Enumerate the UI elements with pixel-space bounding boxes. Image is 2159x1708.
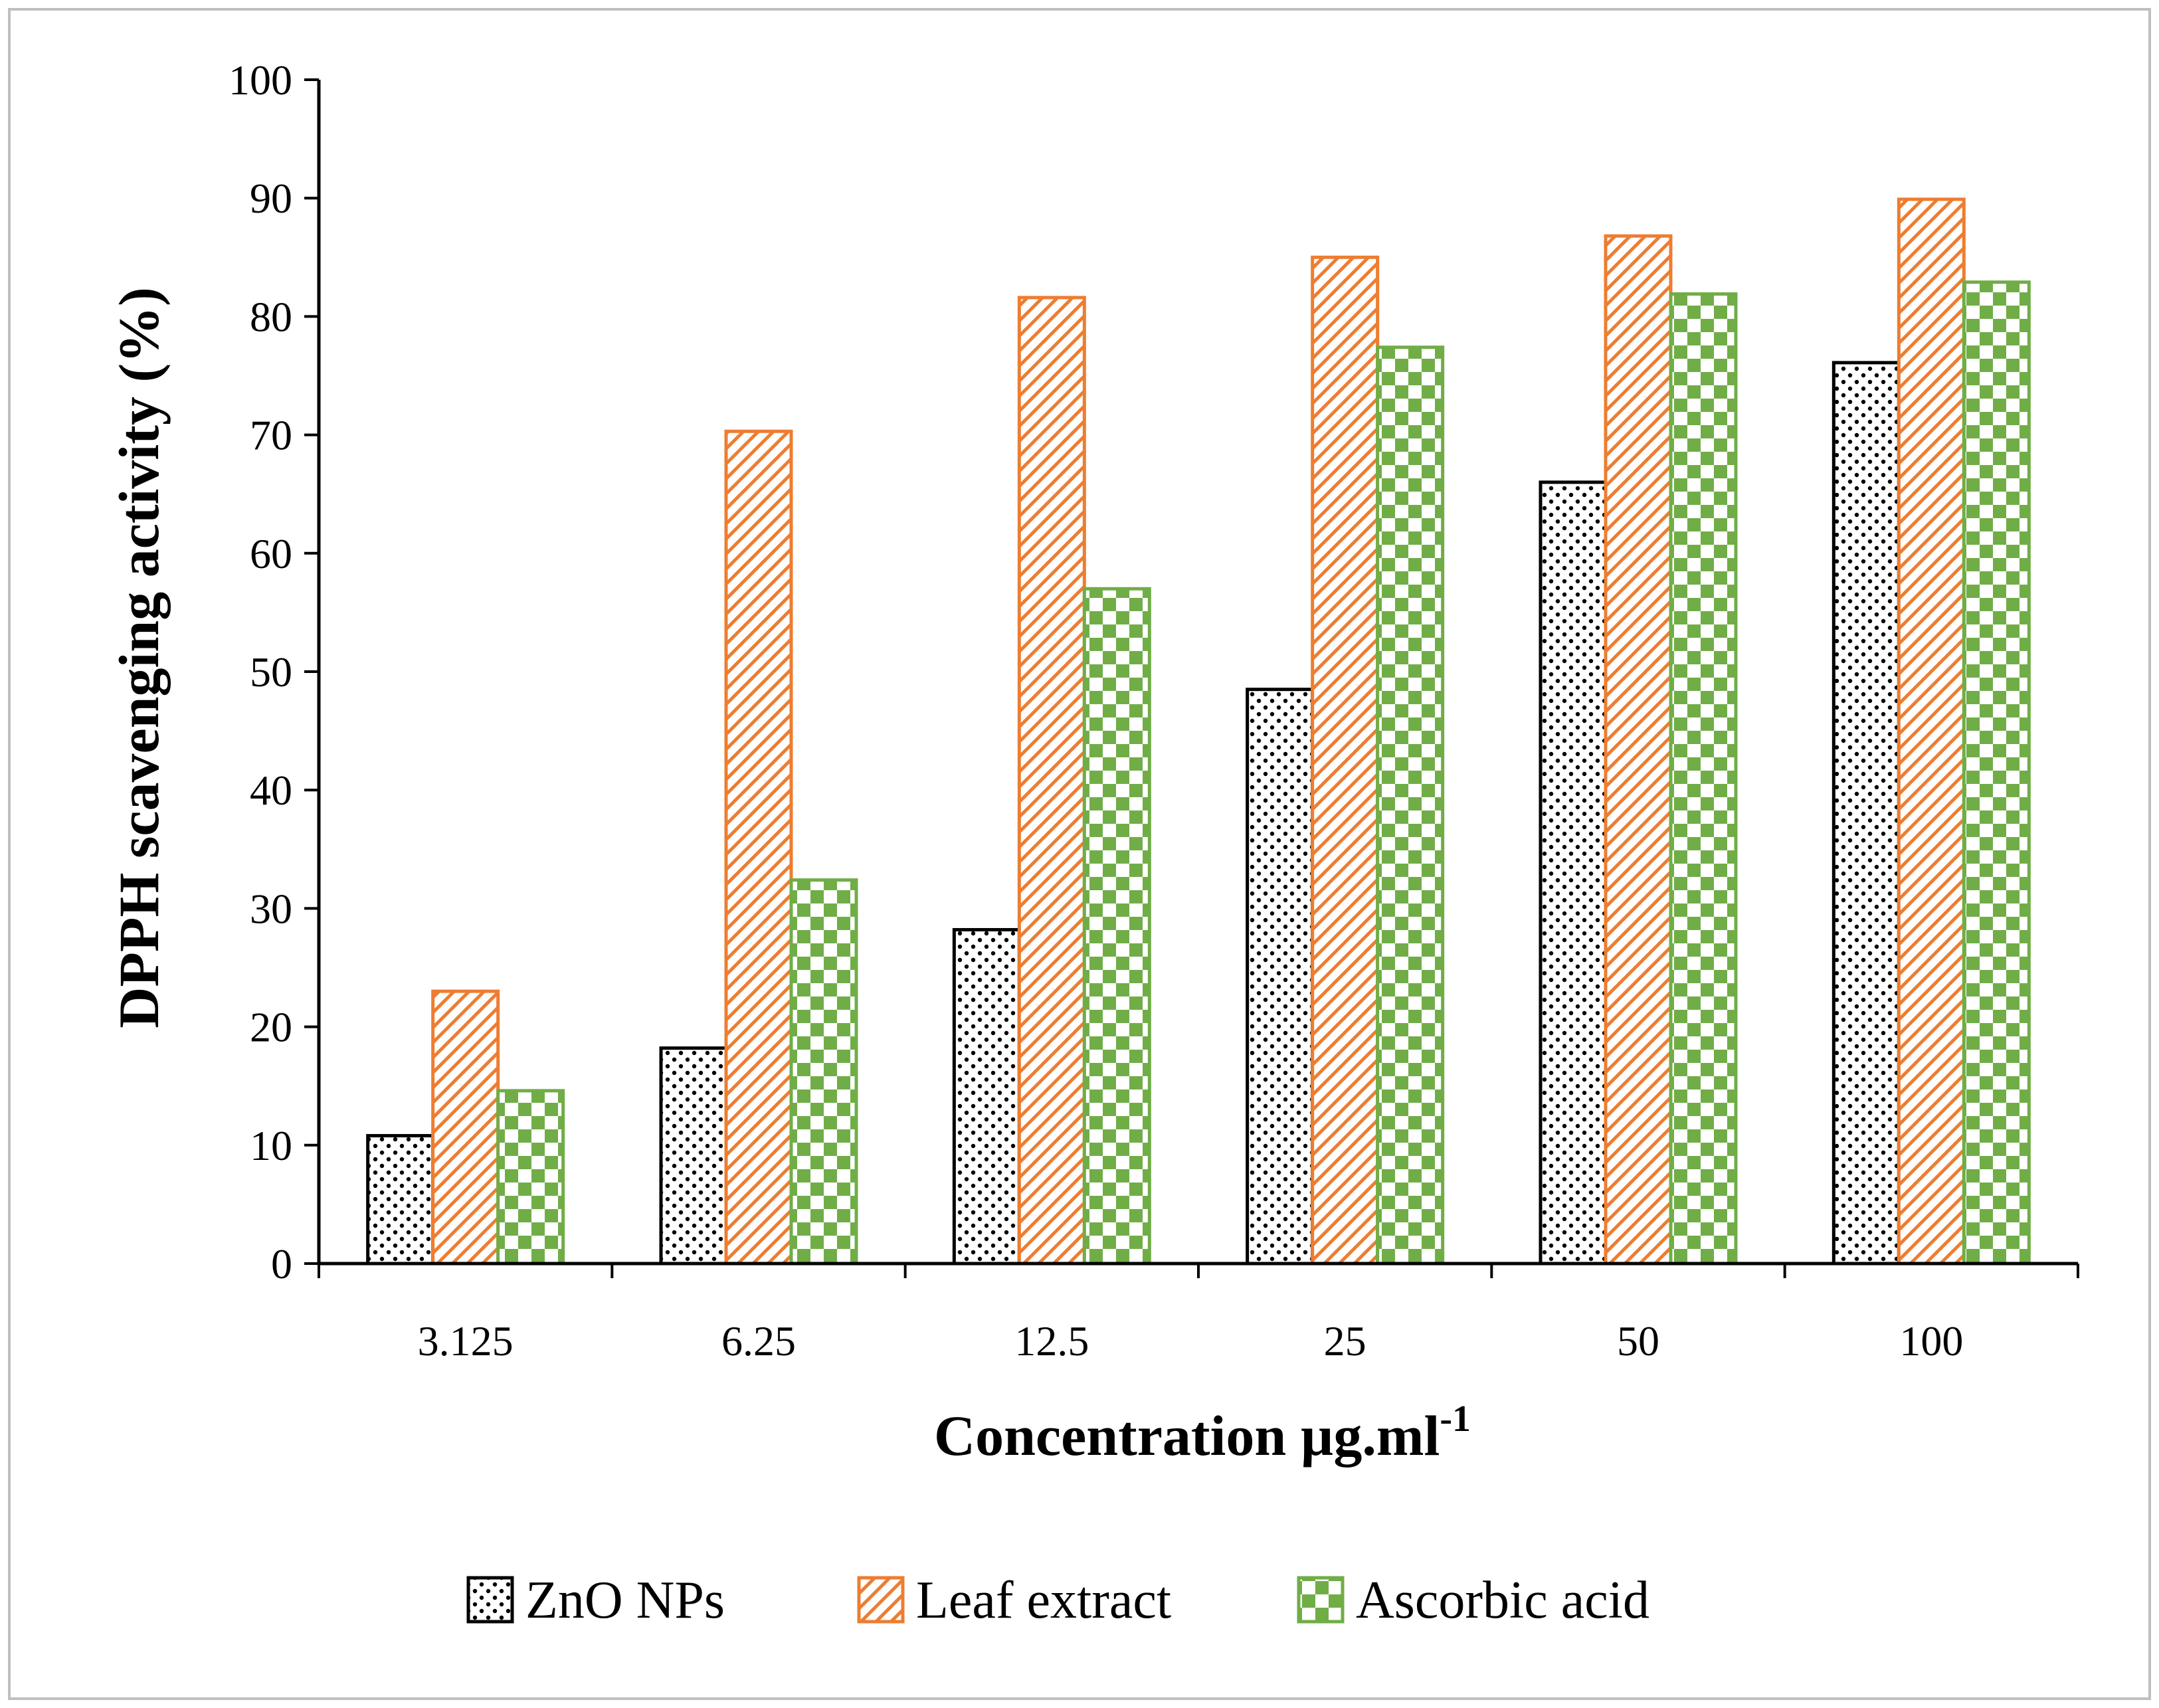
y-axis-title: DPPH scavenging activity (%) (107, 287, 171, 1028)
bar-ascorbic-acid-6_25 (789, 878, 858, 1266)
legend-swatch-ascorbic-acid (1297, 1576, 1345, 1624)
y-tick-label: 20 (250, 1004, 292, 1051)
y-tick-label: 100 (229, 56, 292, 104)
bar-zno-nps-6_25 (659, 1046, 728, 1266)
bar-leaf-extract-3_125 (431, 989, 500, 1266)
x-tick-label: 25 (1324, 1317, 1366, 1365)
bar-leaf-extract-50 (1604, 234, 1673, 1266)
x-tick-label: 100 (1899, 1317, 1963, 1365)
x-axis-title: Concentration µg.ml-1 (934, 1398, 1471, 1468)
x-tick-label: 12.5 (1014, 1317, 1089, 1365)
y-tick-label: 30 (250, 885, 292, 932)
bar-leaf-extract-25 (1311, 255, 1380, 1266)
y-axis-ticks: 0 10 20 30 40 50 60 70 80 90 100 (229, 56, 319, 1287)
bar-ascorbic-acid-12_5 (1082, 587, 1151, 1266)
y-tick-label: 90 (250, 175, 292, 222)
y-tick-label: 10 (250, 1122, 292, 1169)
legend: ZnO NPs Leaf extract Ascorbic acid (466, 1571, 1649, 1630)
bar-leaf-extract-6_25 (724, 429, 793, 1266)
x-tick-label: 50 (1617, 1317, 1659, 1365)
y-tick-label: 70 (250, 412, 292, 459)
bar-ascorbic-acid-100 (1962, 280, 2031, 1266)
legend-swatch-leaf-extract (857, 1576, 905, 1624)
bar-zno-nps-12_5 (952, 927, 1021, 1266)
bar-ascorbic-acid-50 (1669, 292, 1738, 1266)
bar-ascorbic-acid-25 (1376, 345, 1445, 1266)
y-tick-label: 40 (250, 767, 292, 814)
bar-leaf-extract-12_5 (1017, 296, 1086, 1266)
x-axis-title-superscript: -1 (1440, 1398, 1471, 1440)
x-tick-label: 6.25 (721, 1317, 796, 1365)
bar-ascorbic-acid-3_125 (496, 1089, 565, 1266)
bar-zno-nps-25 (1246, 688, 1315, 1266)
bars (366, 197, 2031, 1266)
y-tick-label: 0 (271, 1240, 292, 1287)
y-tick-label: 60 (250, 530, 292, 577)
legend-label-ascorbic-acid: Ascorbic acid (1356, 1571, 1649, 1630)
y-tick-label: 50 (250, 648, 292, 696)
y-tick-label: 80 (250, 293, 292, 340)
bar-zno-nps-50 (1539, 480, 1608, 1266)
legend-label-leaf-extract: Leaf extract (916, 1571, 1171, 1630)
legend-swatch-zno-nps (466, 1576, 514, 1624)
x-axis-title-text: Concentration µg.ml (934, 1404, 1440, 1468)
x-tick-label: 3.125 (418, 1317, 514, 1365)
bar-leaf-extract-100 (1897, 197, 1966, 1266)
bar-zno-nps-3_125 (366, 1134, 435, 1266)
bar-zno-nps-100 (1831, 361, 1901, 1266)
legend-label-zno-nps: ZnO NPs (525, 1571, 725, 1630)
x-axis-ticks: 3.125 6.25 12.5 25 50 100 (318, 1264, 2079, 1365)
